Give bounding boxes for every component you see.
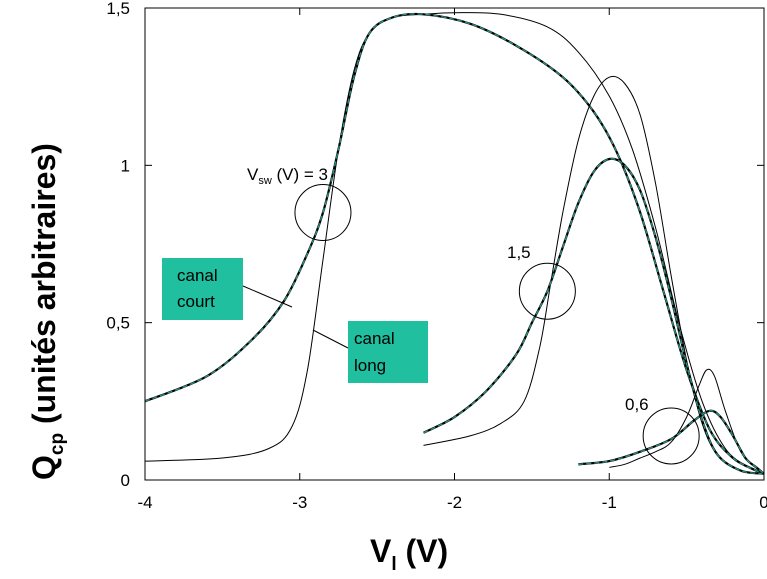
y-tick-label: 0,5 [106, 314, 130, 333]
series-court-1.5 [423, 158, 765, 475]
series-court-3 [144, 13, 765, 475]
legend-court-line2: court [177, 292, 215, 311]
series-long-1.5 [423, 75, 765, 475]
ticks-layer: -4 -3 -2 -1 0 0 0,5 1 1,5 [106, 0, 767, 512]
y-tick-label: 1 [121, 156, 130, 175]
legend-box-court-bg [162, 258, 243, 320]
circle-1.5 [518, 262, 576, 320]
legend-long-line2: long [354, 356, 386, 375]
label-1-5: 1,5 [507, 243, 531, 262]
label-0-6: 0,6 [625, 395, 649, 414]
leader-court [242, 285, 293, 308]
series-long-3 [144, 12, 765, 475]
x-axis-label: Vl (V) [370, 533, 448, 575]
circles-layer [294, 184, 700, 465]
x-tick-label: -2 [447, 493, 462, 512]
legend-box-long-bg [348, 321, 428, 383]
x-tick-label: -1 [602, 493, 617, 512]
circle-3 [294, 184, 352, 242]
vsw-suffix: (V) = 3 [272, 165, 328, 184]
y-axis-label-sub: cp [47, 433, 68, 455]
y-axis-label: Qcp (unités arbitraires) [26, 143, 68, 480]
vsw-subscript: sw [258, 175, 272, 187]
vsw-annotation: Vsw (V) = 3 [247, 165, 328, 187]
circle-0.6 [642, 407, 700, 465]
x-axis-label-sub: l [391, 554, 396, 575]
legend-box-court: canal court [162, 258, 243, 320]
y-axis-label-main: Q [26, 455, 62, 480]
plot-frame [144, 7, 765, 481]
x-axis-label-main: V [370, 533, 392, 569]
x-tick-label: 0 [759, 493, 767, 512]
series-court-0.6 [578, 410, 765, 475]
y-axis-label-unit: (unités arbitraires) [26, 143, 62, 433]
series-layer [144, 12, 765, 475]
x-axis-label-unit: (V) [397, 533, 449, 569]
y-tick-label: 1,5 [106, 0, 130, 18]
vsw-prefix: V [247, 165, 259, 184]
y-tick-label: 0 [121, 471, 130, 490]
x-tick-label: -4 [137, 493, 152, 512]
leader-long [312, 329, 349, 349]
legend-box-long: canal long [348, 321, 428, 383]
series-court-3-outline [144, 12, 765, 475]
legend-long-line1: canal [354, 329, 395, 348]
x-tick-label: -3 [292, 493, 307, 512]
legend-court-line1: canal [177, 266, 218, 285]
series-long-0.6 [609, 368, 765, 475]
